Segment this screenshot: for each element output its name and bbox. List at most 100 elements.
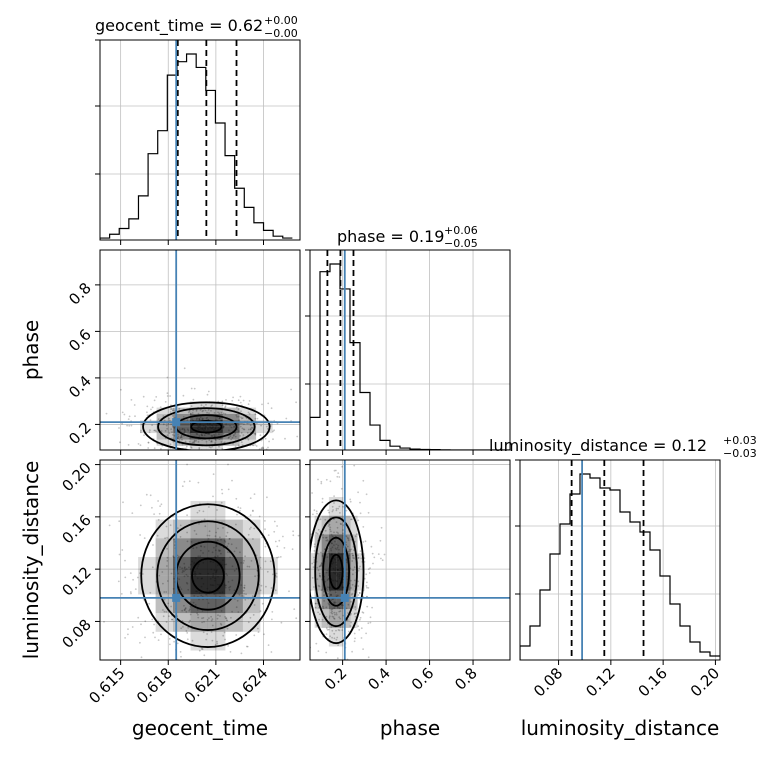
luminosity-distance-vs-phase-point — [366, 585, 368, 587]
phase-vs-geocent-time-ytick-label-0: 0.2 — [65, 419, 95, 449]
phase-vs-geocent-time-point — [194, 388, 196, 390]
phase-vs-geocent-time-point — [189, 451, 191, 453]
luminosity-distance-vs-phase-point — [292, 521, 294, 523]
diag-geocent-time-hist-bin — [206, 90, 216, 240]
luminosity-distance-vs-phase-point — [305, 593, 307, 595]
luminosity-distance-vs-phase-point — [326, 633, 328, 635]
luminosity-distance-vs-geocent-time-point — [122, 501, 124, 503]
luminosity-distance-vs-phase-point — [371, 546, 373, 548]
luminosity-distance-vs-phase-point — [368, 512, 370, 514]
diag-luminosity-distance-xtick-label-1: 0.12 — [582, 664, 618, 700]
title-luminosity-distance: luminosity_distance = 0.12 +0.03 −0.03 — [489, 434, 757, 460]
diag-luminosity-distance-hist-bin — [560, 524, 570, 660]
luminosity-distance-vs-phase-point — [370, 616, 372, 618]
phase-vs-geocent-time-point — [128, 418, 130, 420]
phase-vs-geocent-time-point — [165, 401, 167, 403]
phase-vs-geocent-time-point — [134, 415, 136, 417]
luminosity-distance-vs-geocent-time-point — [295, 617, 297, 619]
diag-phase-hist-bin — [330, 264, 340, 450]
luminosity-distance-vs-geocent-time-point — [228, 489, 230, 491]
luminosity-distance-vs-geocent-time-point — [200, 454, 202, 456]
title-luminosity-distance-text: luminosity_distance = 0.12 — [489, 436, 707, 456]
phase-vs-geocent-time-point — [248, 454, 250, 456]
luminosity-distance-vs-geocent-time-point — [173, 641, 175, 643]
luminosity-distance-vs-geocent-time-point — [103, 621, 105, 623]
luminosity-distance-vs-phase-point — [316, 673, 318, 675]
luminosity-distance-vs-geocent-time-point — [265, 546, 267, 548]
phase-vs-geocent-time-point — [124, 414, 126, 416]
title-geocent-time: geocent_time = 0.62 +0.00 −0.00 — [95, 14, 298, 40]
luminosity-distance-vs-phase-point — [357, 660, 359, 662]
diag-geocent-time-hist-bin — [187, 54, 197, 240]
luminosity-distance-vs-phase-point — [354, 638, 356, 640]
phase-vs-geocent-time-point — [183, 395, 185, 397]
luminosity-distance-vs-phase-point — [362, 541, 364, 543]
luminosity-distance-vs-geocent-time-xtick-label-1: 0.618 — [133, 664, 176, 707]
phase-vs-geocent-time-xticks — [121, 450, 264, 455]
diag-luminosity-distance-hist-bin — [680, 626, 690, 660]
luminosity-distance-vs-geocent-time-point — [235, 498, 237, 500]
luminosity-distance-vs-geocent-time-point — [288, 590, 290, 592]
title-phase-text: phase = 0.19 — [337, 227, 444, 246]
phase-vs-geocent-time-point — [147, 447, 149, 449]
luminosity-distance-vs-geocent-time-density-cell — [225, 538, 243, 557]
phase-vs-geocent-time-point — [193, 399, 195, 401]
luminosity-distance-vs-phase-point — [359, 502, 361, 504]
luminosity-distance-vs-geocent-time-point — [282, 536, 284, 538]
luminosity-distance-vs-geocent-time-point — [148, 603, 150, 605]
luminosity-distance-vs-geocent-time-point — [227, 645, 229, 647]
phase-vs-geocent-time-point — [231, 400, 233, 402]
luminosity-distance-vs-geocent-time-point — [271, 619, 273, 621]
diag-geocent-time-xticks — [121, 240, 264, 245]
phase-vs-geocent-time-point — [184, 367, 186, 369]
phase-vs-geocent-time-point — [121, 423, 123, 425]
phase-vs-geocent-time-point — [152, 407, 154, 409]
phase-vs-geocent-time-point — [119, 441, 121, 443]
phase-vs-geocent-time-point — [262, 446, 264, 448]
luminosity-distance-vs-phase-point — [371, 607, 373, 609]
phase-vs-geocent-time-point — [155, 396, 157, 398]
luminosity-distance-vs-phase-point — [316, 510, 318, 512]
luminosity-distance-vs-phase-point — [366, 587, 368, 589]
phase-vs-geocent-time-point — [160, 448, 162, 450]
luminosity-distance-vs-geocent-time-point — [151, 507, 153, 509]
luminosity-distance-vs-phase-point — [329, 665, 331, 667]
title-phase-sub: −0.05 — [444, 237, 478, 250]
luminosity-distance-vs-phase-point — [354, 633, 356, 635]
luminosity-distance-vs-phase-point — [295, 649, 297, 651]
luminosity-distance-vs-geocent-time-point — [259, 516, 261, 518]
diag-geocent-time-hist-bin — [254, 223, 264, 240]
luminosity-distance-vs-geocent-time-point — [144, 537, 146, 539]
phase-vs-geocent-time-point — [134, 404, 136, 406]
luminosity-distance-vs-geocent-time-point — [252, 510, 254, 512]
phase-vs-geocent-time-point — [169, 395, 171, 397]
luminosity-distance-vs-phase-yticks — [305, 465, 310, 622]
luminosity-distance-vs-geocent-time-point — [292, 534, 294, 536]
luminosity-distance-vs-geocent-time-point — [271, 651, 273, 653]
phase-vs-geocent-time-point — [267, 403, 269, 405]
luminosity-distance-vs-phase-point — [378, 553, 380, 555]
diag-phase-hist-bin — [380, 440, 390, 450]
title-phase-sup: +0.06 — [444, 224, 478, 237]
phase-vs-geocent-time-point — [285, 418, 287, 420]
phase-vs-geocent-time-point — [154, 447, 156, 449]
luminosity-distance-vs-geocent-time-point — [140, 623, 142, 625]
phase-vs-geocent-time-point — [240, 402, 242, 404]
luminosity-distance-vs-geocent-time-ytick-label-2: 0.16 — [58, 511, 94, 547]
phase-vs-geocent-time-point — [146, 406, 148, 408]
phase-vs-geocent-time-point — [131, 425, 133, 427]
luminosity-distance-vs-geocent-time-point — [131, 512, 133, 514]
luminosity-distance-vs-geocent-time-point — [221, 493, 223, 495]
luminosity-distance-vs-phase-point — [305, 585, 307, 587]
title-geocent-time-text: geocent_time = 0.62 — [95, 16, 263, 36]
luminosity-distance-vs-geocent-time-point — [159, 505, 161, 507]
luminosity-distance-vs-phase-point — [370, 622, 372, 624]
phase-vs-geocent-time-point — [182, 462, 184, 464]
phase-vs-geocent-time-point — [154, 400, 156, 402]
y-axis-label-luminosity-distance: luminosity_distance — [19, 461, 43, 660]
phase-vs-geocent-time-point — [238, 399, 240, 401]
phase-vs-geocent-time-point — [295, 401, 297, 403]
luminosity-distance-vs-geocent-time-point — [250, 497, 252, 499]
luminosity-distance-vs-phase-point — [341, 466, 343, 468]
